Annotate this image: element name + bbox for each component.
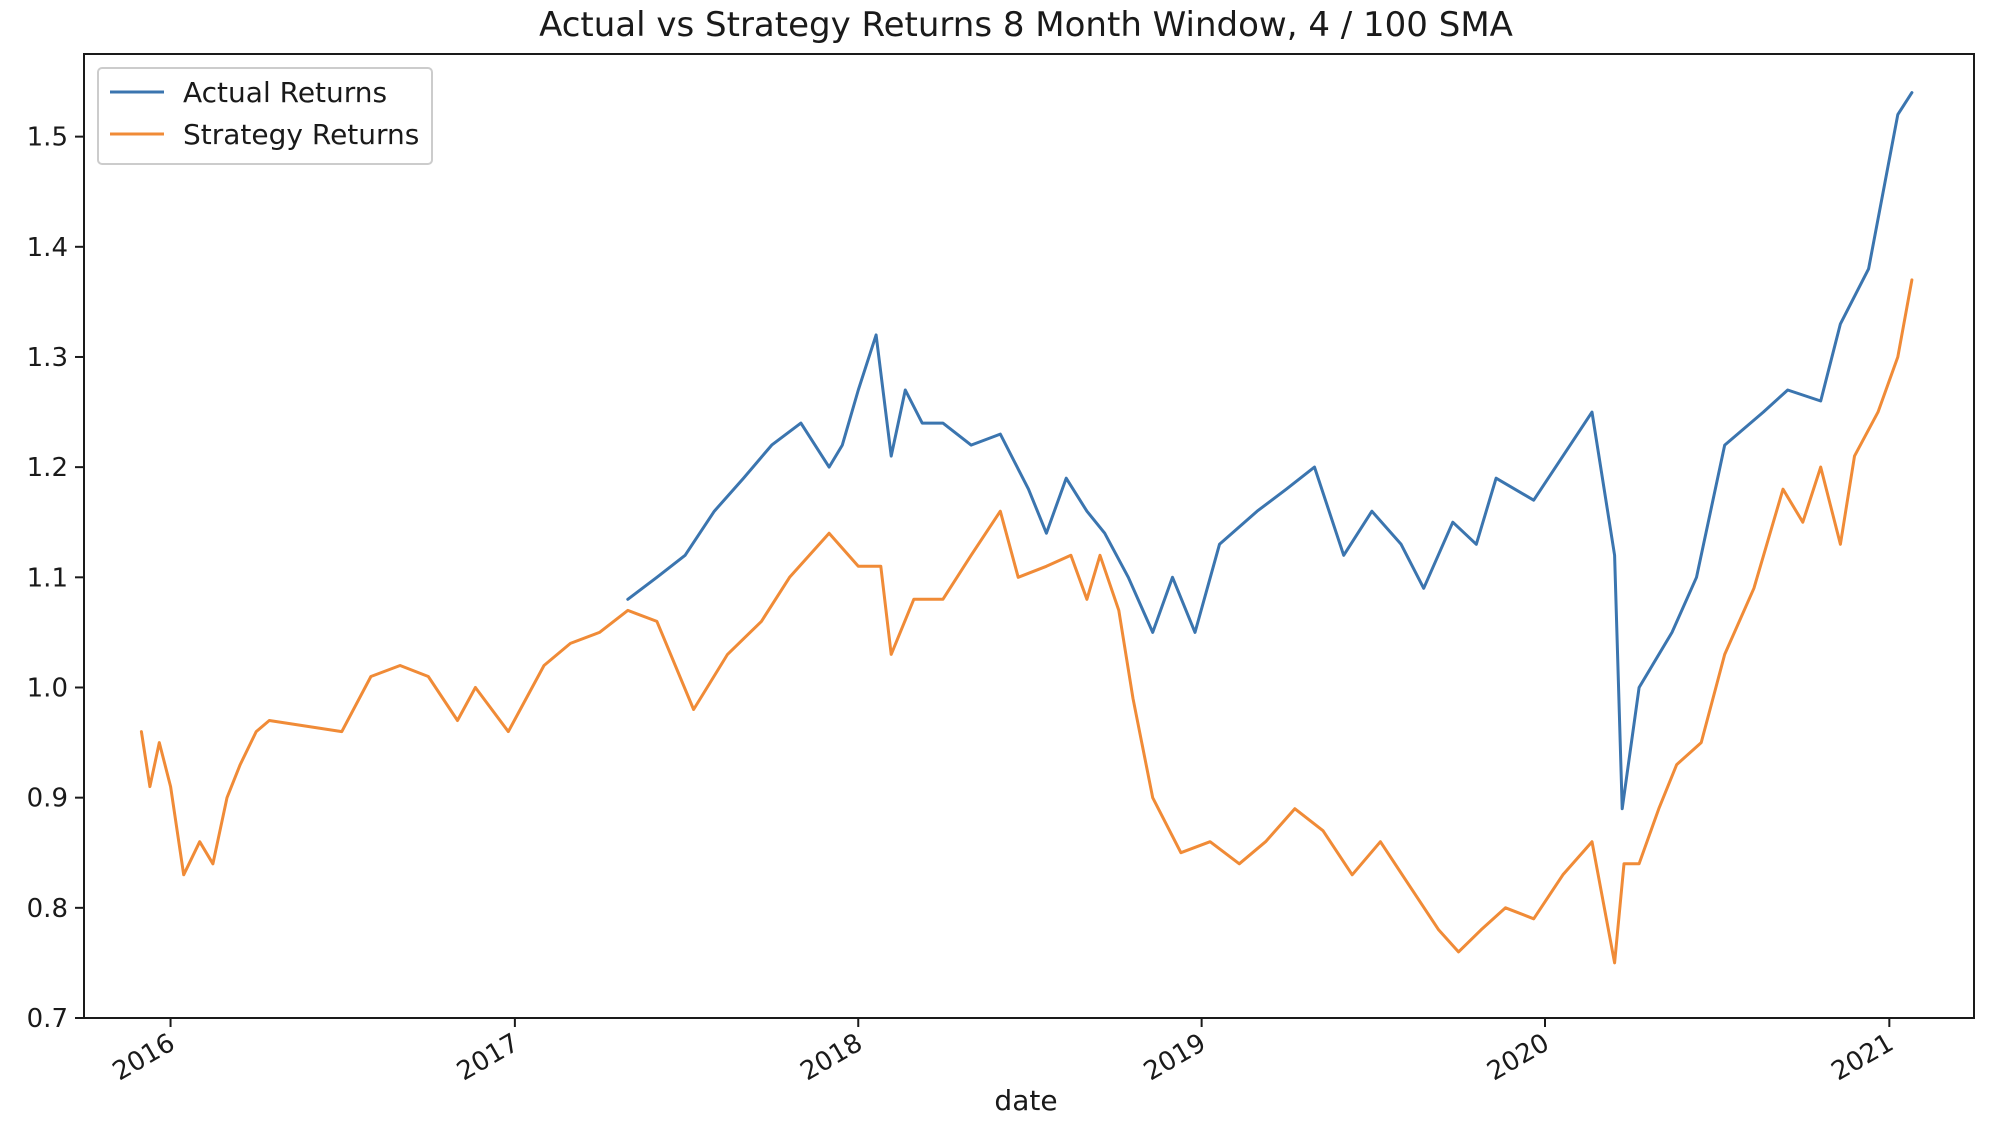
legend-label-actual-returns: Actual Returns bbox=[183, 76, 387, 109]
chart-title: Actual vs Strategy Returns 8 Month Windo… bbox=[539, 5, 1513, 45]
series-line-strategy-returns bbox=[139, 278, 1914, 965]
y-tick-label: 0.8 bbox=[27, 894, 68, 924]
y-tick-label: 1.3 bbox=[27, 343, 68, 373]
series-line-actual-returns bbox=[626, 91, 1914, 811]
y-tick-label: 1.4 bbox=[27, 233, 68, 263]
y-tick-label: 1.0 bbox=[27, 673, 68, 703]
legend-box bbox=[97, 67, 433, 165]
series-layer bbox=[139, 91, 1914, 965]
y-tick-label: 1.1 bbox=[27, 563, 68, 593]
y-tick-label: 1.2 bbox=[27, 453, 68, 483]
y-tick-label: 0.7 bbox=[27, 1004, 68, 1034]
legend: Actual Returns Strategy Returns bbox=[97, 67, 433, 165]
y-tick-label: 1.5 bbox=[27, 123, 68, 153]
legend-label-strategy-returns: Strategy Returns bbox=[183, 118, 419, 151]
plot-frame bbox=[83, 53, 1975, 1019]
y-axis: 0.7 0.8 0.9 1.0 1.1 1.2 1.3 1.4 1.5 bbox=[27, 123, 84, 1034]
x-axis-label: date bbox=[994, 1084, 1057, 1117]
y-tick-label: 0.9 bbox=[27, 784, 68, 814]
